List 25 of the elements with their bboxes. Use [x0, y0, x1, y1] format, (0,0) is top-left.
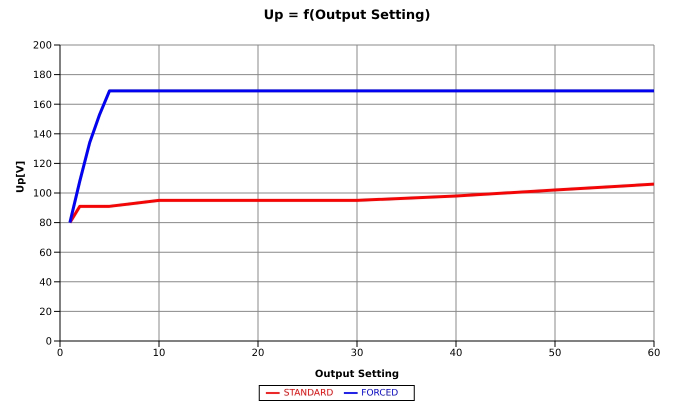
- y-tick-label: 0: [46, 336, 52, 348]
- y-tick-label: 200: [32, 40, 52, 52]
- x-tick-label: 60: [648, 348, 660, 360]
- y-tick-label: 120: [32, 158, 52, 170]
- y-tick-label: 40: [39, 277, 52, 288]
- x-tick-label: 0: [56, 348, 64, 360]
- legend-label: FORCED: [361, 388, 398, 398]
- y-axis-title: Up[V]: [16, 160, 27, 193]
- y-tick-label: 60: [39, 248, 52, 259]
- y-tick-label: 100: [32, 188, 52, 200]
- y-tick-label: 180: [32, 70, 52, 82]
- line-series: [68, 182, 654, 224]
- x-tick-label: 50: [548, 348, 562, 360]
- chart-title: Up = f(Output Setting): [262, 8, 432, 23]
- legend-label: STANDARD: [284, 388, 334, 398]
- y-tick-label: 140: [32, 129, 52, 140]
- line-series: [68, 89, 654, 224]
- y-tick-label: 20: [39, 306, 52, 318]
- y-tick-label: 160: [32, 100, 52, 111]
- y-tick-label: 80: [39, 218, 52, 230]
- x-tick-label: 10: [152, 348, 166, 360]
- x-tick-label: 20: [252, 348, 264, 360]
- x-tick-label: 40: [450, 348, 462, 360]
- x-tick-label: 30: [350, 348, 364, 360]
- x-axis-title: Output Setting: [314, 369, 400, 380]
